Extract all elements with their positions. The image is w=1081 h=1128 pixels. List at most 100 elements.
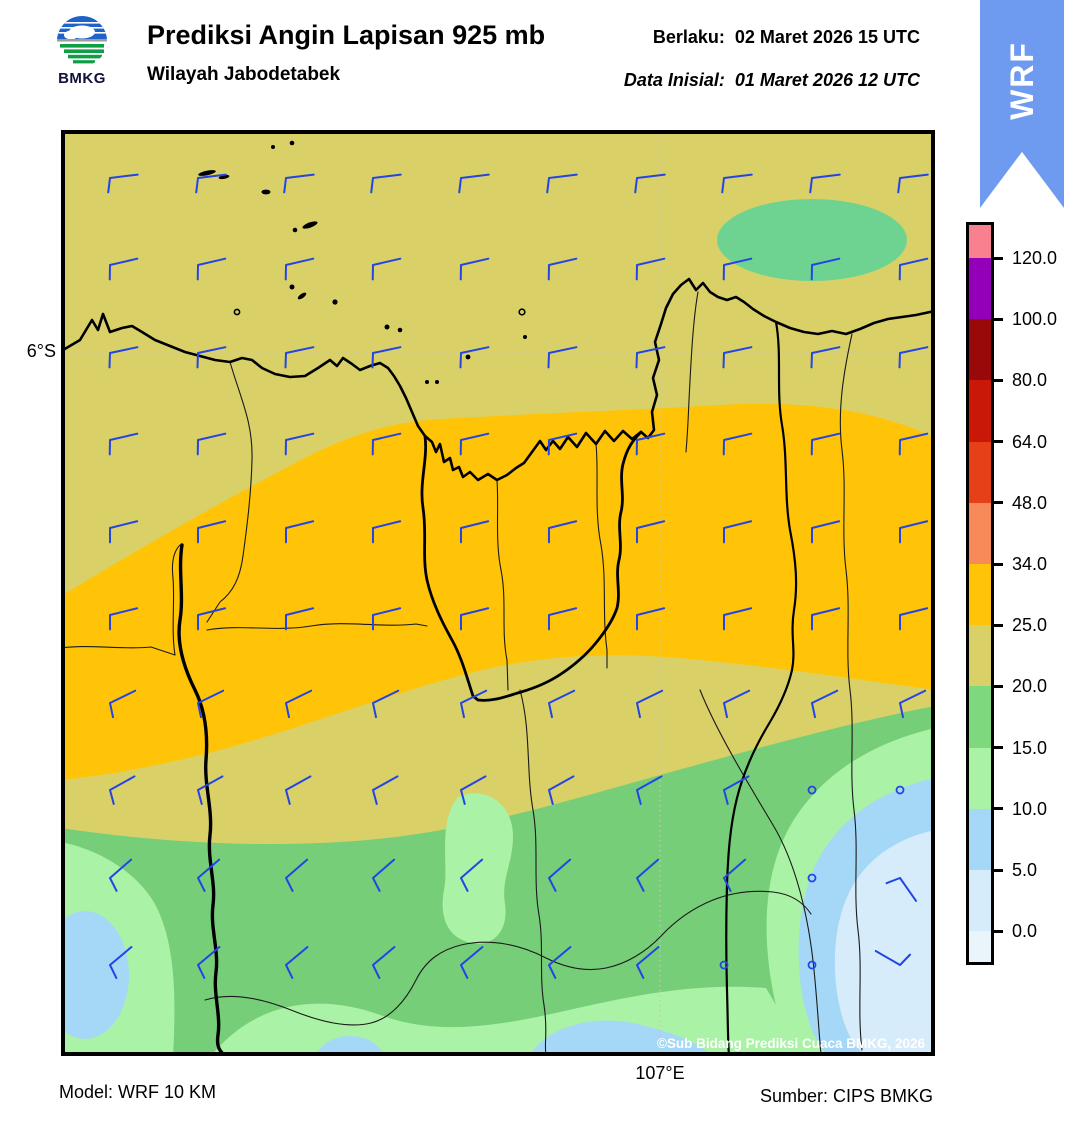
wind-barb-icon xyxy=(370,173,402,194)
wind-barb-icon xyxy=(284,257,315,281)
colorbar-segment xyxy=(969,931,991,963)
colorbar-tick-label: 64.0 xyxy=(1012,431,1048,452)
wind-barb-icon xyxy=(197,858,221,892)
colorbar-tick-label: 48.0 xyxy=(1012,492,1048,513)
wind-barb-icon xyxy=(195,173,227,194)
admin-boundaries-thick-layer xyxy=(177,320,798,1058)
wind-barb-icon xyxy=(109,858,133,892)
map-container: ©Sub Bidang Prediksi Cuaca BMKG, 2026 xyxy=(41,130,937,1092)
wind-barb-icon xyxy=(108,257,139,281)
colorbar-segment xyxy=(969,869,991,932)
colorbar-tick-label: 20.0 xyxy=(1012,676,1048,697)
wind-barb-icon xyxy=(809,173,841,194)
wind-barb-icon xyxy=(460,775,487,805)
wind-barb-icon xyxy=(810,346,841,369)
latitude-axis-label: 6°S xyxy=(26,341,56,361)
wind-barb-icon xyxy=(459,520,490,544)
colorbar-tick-label: 25.0 xyxy=(1012,615,1048,636)
wind-barb-icon xyxy=(197,946,221,979)
colorbar-tick-label: 80.0 xyxy=(1012,370,1048,391)
initial-time-value: 01 Maret 2026 12 UTC xyxy=(734,70,920,90)
model-info-label: Model: WRF 10 KM xyxy=(59,1082,217,1102)
colorbar-tick-mark xyxy=(994,684,1003,688)
wind-barb-icon xyxy=(635,346,666,369)
valid-time-value: 02 Maret 2026 15 UTC xyxy=(734,27,920,47)
wind-barb-icon xyxy=(371,346,402,369)
colorbar-tick-mark xyxy=(994,440,1003,444)
wind-barb-icon xyxy=(109,946,133,979)
calm-wind-circle xyxy=(807,960,817,970)
wind-barb-icon xyxy=(285,775,312,805)
wind-barb-icon xyxy=(635,432,666,456)
wind-barb-icon xyxy=(548,775,575,805)
wind-barb-icon xyxy=(196,432,227,456)
wind-barb-icon xyxy=(460,858,484,892)
wind-barb-icon xyxy=(372,775,399,805)
wind-barb-icon xyxy=(885,877,918,902)
wind-barb-icon xyxy=(548,946,572,979)
colorbar-segment xyxy=(969,319,991,381)
contour-fill-layer xyxy=(41,130,935,1092)
colorbar-segment xyxy=(969,563,991,626)
wind-barbs-layer xyxy=(107,173,929,979)
colorbar-segment xyxy=(969,625,991,687)
wind-barb-icon xyxy=(108,607,139,631)
colorbar-tick-mark xyxy=(994,501,1003,505)
wind-barb-icon xyxy=(810,607,841,631)
wind-barb-icon xyxy=(371,257,402,281)
wind-barb-icon xyxy=(898,257,929,281)
wind-barb-icon xyxy=(811,689,839,719)
wind-barb-icon xyxy=(636,946,660,979)
calm-wind-circle xyxy=(807,785,817,795)
wind-barb-icon xyxy=(108,520,139,544)
weather-map: ©Sub Bidang Prediksi Cuaca BMKG, 2026 xyxy=(41,130,937,1092)
colorbar-tick-label: 100.0 xyxy=(1012,309,1058,330)
map-copyright: ©Sub Bidang Prediksi Cuaca BMKG, 2026 xyxy=(657,1036,926,1051)
colorbar-tick-label: 10.0 xyxy=(1012,798,1048,819)
wind-barb-icon xyxy=(285,689,313,719)
wind-barb-icon xyxy=(874,950,912,966)
wind-barb-icon xyxy=(898,432,929,456)
valid-time-line: Berlaku: 02 Maret 2026 15 UTC xyxy=(653,27,920,48)
colorbar-segment xyxy=(969,808,991,870)
wind-barb-icon xyxy=(898,607,929,631)
initial-time-line: Data Inisial: 01 Maret 2026 12 UTC xyxy=(624,70,920,91)
colorbar-tick-mark xyxy=(994,378,1003,382)
colorbar-segment xyxy=(969,747,991,809)
page-subtitle: Wilayah Jabodetabek xyxy=(147,64,341,85)
calm-wind-circle xyxy=(807,873,817,883)
bmkg-logo-icon xyxy=(57,16,107,66)
map-border xyxy=(61,130,935,1056)
wind-barb-icon xyxy=(459,432,490,456)
source-info-label: Sumber: CIPS BMKG xyxy=(759,1086,933,1106)
wind-barb-icon xyxy=(458,173,490,194)
wind-barb-icon xyxy=(548,689,576,719)
wind-barb-icon xyxy=(547,432,578,456)
wind-barb-icon xyxy=(898,520,929,544)
colorbar-segment xyxy=(969,441,991,503)
wind-barb-icon xyxy=(460,689,488,719)
wrf-ribbon-text-wrap: WRF xyxy=(980,0,1064,160)
colorbar-segment xyxy=(969,225,991,258)
colorbar-tick-label: 15.0 xyxy=(1012,737,1048,758)
colorbar-tick-mark xyxy=(994,317,1003,321)
wind-barb-icon xyxy=(372,946,396,979)
bmkg-logo-label: BMKG xyxy=(58,70,106,87)
wind-barb-icon xyxy=(459,257,490,281)
islands-layer xyxy=(198,140,527,384)
wind-barb-icon xyxy=(722,607,753,631)
wind-barb-icon xyxy=(460,946,484,979)
colorbar-tick-label: 0.0 xyxy=(1012,921,1038,942)
colorbar-tick-mark xyxy=(994,929,1003,933)
wind-barb-icon xyxy=(371,520,402,544)
colorbar-tick-mark xyxy=(994,746,1003,750)
wind-barb-icon xyxy=(285,858,309,892)
page-title: Prediksi Angin Lapisan 925 mb xyxy=(147,20,546,50)
wrf-ribbon-label: WRF xyxy=(1003,40,1040,120)
wind-barb-icon xyxy=(371,607,402,631)
wind-barb-icon xyxy=(371,432,402,456)
wind-barb-icon xyxy=(899,689,927,719)
wind-barb-icon xyxy=(546,173,578,194)
wind-barb-icon xyxy=(284,520,315,544)
